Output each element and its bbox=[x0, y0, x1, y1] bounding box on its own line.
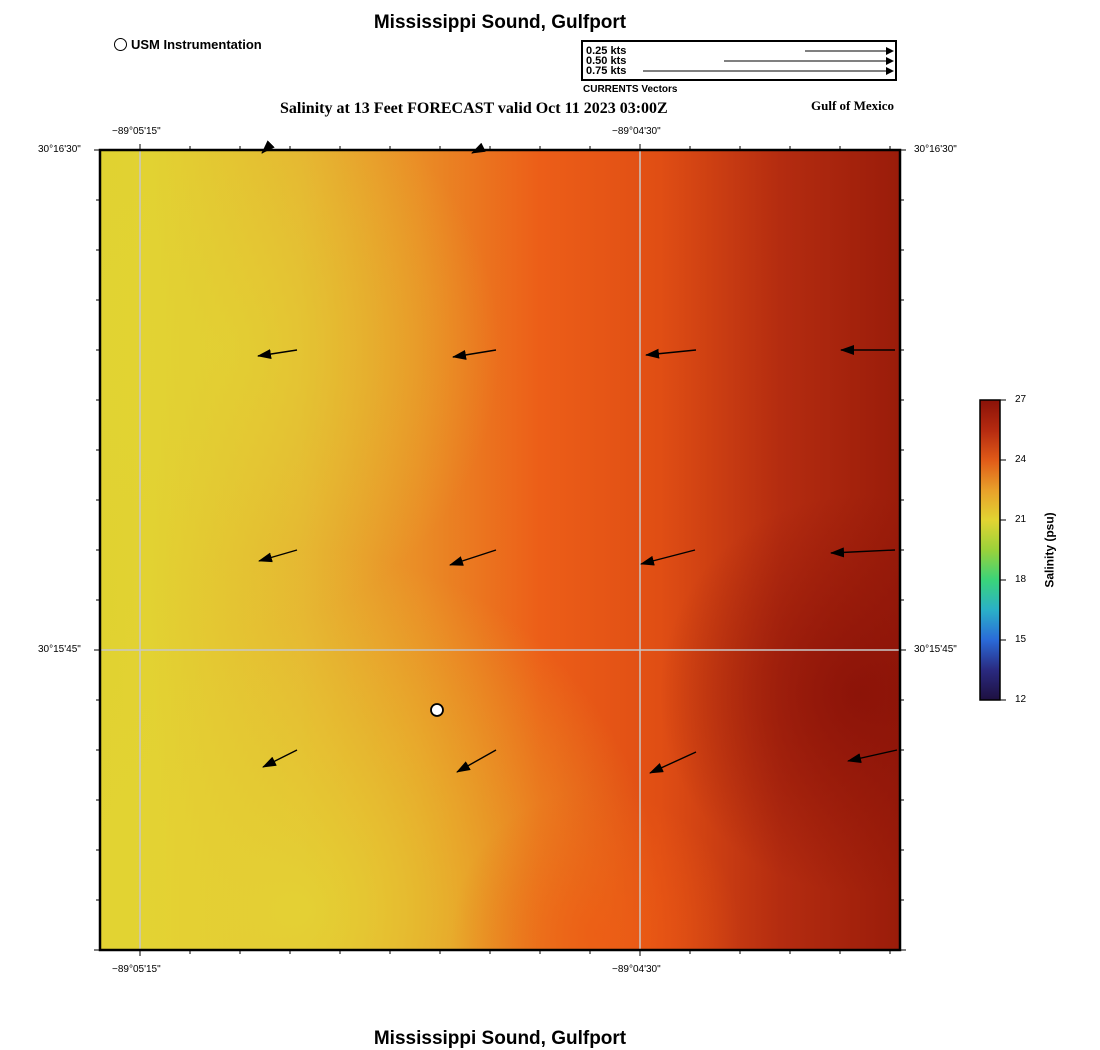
colorbar-tick-12: 12 bbox=[1015, 694, 1027, 705]
vector-key-label-050: 0.50 kts bbox=[586, 55, 627, 67]
lon-label-bottom-2: −89°04'30" bbox=[612, 964, 661, 975]
vector-key-label-075: 0.75 kts bbox=[586, 65, 627, 77]
salinity-map bbox=[94, 140, 906, 956]
lat-label-right-2: 30°15'45" bbox=[914, 644, 957, 655]
lat-label-right-1: 30°16'30" bbox=[914, 144, 957, 155]
lon-label-bottom-1: −89°05'15" bbox=[112, 964, 161, 975]
usm-station-marker bbox=[430, 703, 444, 717]
footer-title: Mississippi Sound, Gulfport bbox=[373, 1028, 627, 1049]
region-label: Gulf of Mexico bbox=[811, 98, 895, 113]
colorbar-title: Salinity (psu) bbox=[1043, 512, 1057, 588]
lat-label-left-2: 30°15'45" bbox=[38, 644, 81, 655]
colorbar-tick-21: 21 bbox=[1015, 514, 1027, 525]
lat-label-left-1: 30°16'30" bbox=[38, 144, 81, 155]
lon-label-top-1: −89°05'15" bbox=[112, 126, 161, 137]
map-subtitle: Salinity at 13 Feet FORECAST valid Oct 1… bbox=[280, 100, 668, 117]
lon-label-top-2: −89°04'30" bbox=[612, 126, 661, 137]
map-title: Mississippi Sound, Gulfport bbox=[373, 12, 627, 33]
vector-key-label-025: 0.25 kts bbox=[586, 45, 627, 57]
colorbar-tick-18: 18 bbox=[1015, 574, 1027, 585]
vector-key: 0.25 kts 0.50 kts 0.75 kts bbox=[581, 40, 897, 81]
colorbar-tick-27: 27 bbox=[1015, 394, 1027, 405]
frame-ticks bbox=[94, 144, 906, 956]
usm-marker-icon bbox=[114, 38, 127, 51]
usm-legend-label: USM Instrumentation bbox=[131, 37, 262, 52]
colorbar-title-wrap: Salinity (psu) bbox=[1000, 512, 1100, 587]
graticule bbox=[100, 150, 900, 950]
colorbar-tick-15: 15 bbox=[1015, 634, 1027, 645]
vector-key-caption: CURRENTS Vectors bbox=[583, 84, 678, 95]
vector-key-arrows bbox=[643, 47, 894, 75]
usm-legend: USM Instrumentation bbox=[114, 37, 262, 52]
colorbar-tick-24: 24 bbox=[1015, 454, 1027, 465]
current-vectors bbox=[257, 140, 898, 774]
salinity-colorbar bbox=[979, 399, 1006, 701]
